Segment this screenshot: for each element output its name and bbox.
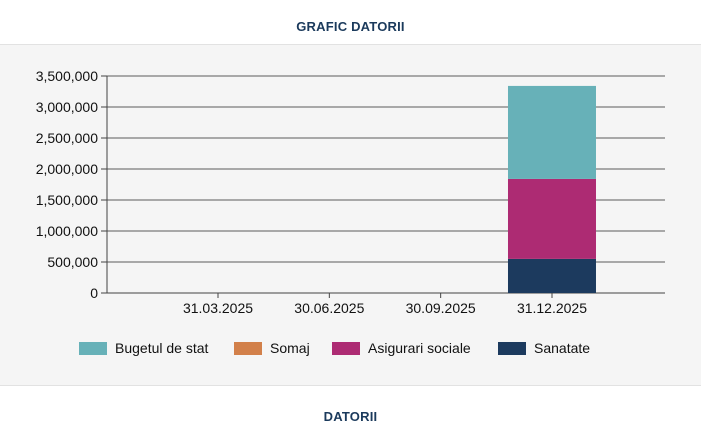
bar-segment-sanatate: [507, 258, 596, 293]
x-tick-label: 31.03.2025: [183, 300, 253, 316]
legend-item[interactable]: Sanatate: [498, 339, 590, 357]
legend-item[interactable]: Somaj: [234, 339, 310, 357]
debts-section-title: DATORII: [323, 409, 378, 424]
y-tick-label: 1,500,000: [36, 192, 98, 208]
x-tick-label: 30.06.2025: [294, 300, 364, 316]
legend-label: Somaj: [270, 340, 310, 356]
legend-swatch: [332, 341, 360, 355]
legend-label: Asigurari sociale: [368, 340, 471, 356]
legend-label: Sanatate: [534, 340, 591, 356]
bar-segment-asigurari-sociale: [507, 178, 596, 259]
y-tick-label: 2,000,000: [36, 161, 98, 177]
legend-swatch: [79, 341, 107, 355]
y-tick-label: 3,000,000: [36, 99, 98, 115]
legend-label: Bugetul de stat: [115, 340, 209, 356]
legend-swatch: [498, 341, 526, 355]
y-tick-label: 3,500,000: [36, 68, 98, 84]
y-tick-label: 500,000: [47, 254, 98, 270]
legend-item[interactable]: Bugetul de stat: [79, 339, 208, 357]
chart-section-title: GRAFIC DATORII: [296, 19, 405, 34]
legend-item[interactable]: Asigurari sociale: [332, 339, 471, 357]
bar-segment-bugetul-de-stat: [507, 85, 596, 179]
y-tick-label: 2,500,000: [36, 130, 98, 146]
y-tick-label: 1,000,000: [36, 223, 98, 239]
legend-swatch: [234, 341, 262, 355]
y-tick-label: 0: [90, 285, 98, 301]
x-tick-label: 31.12.2025: [517, 300, 587, 316]
chart-legend: Bugetul de stat Somaj Asigurari sociale San…: [0, 339, 701, 357]
x-tick-label: 30.09.2025: [406, 300, 476, 316]
